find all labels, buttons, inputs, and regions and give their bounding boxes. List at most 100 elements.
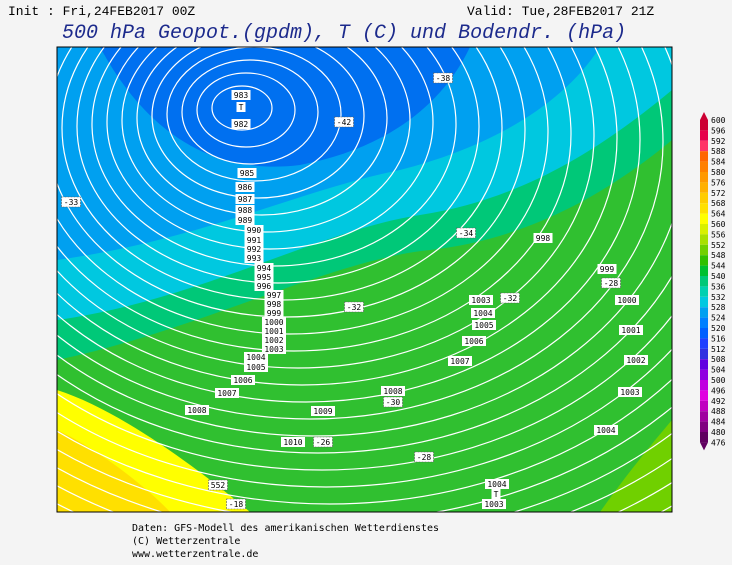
isoline <box>196 72 296 148</box>
field-yellow-dark <box>57 430 170 512</box>
colorbar-cap <box>700 112 708 120</box>
colorbar-label: 512 <box>711 345 726 354</box>
colorbar-segment <box>700 421 708 432</box>
isobar-label: 994 <box>257 264 272 273</box>
isobar-label: T <box>239 103 244 112</box>
label-box <box>597 264 617 274</box>
isobar-label: 1004 <box>473 309 492 318</box>
label-box <box>254 272 274 282</box>
field-blue <box>100 47 470 167</box>
isobar-label: 1000 <box>617 296 636 305</box>
isobar-label: 1001 <box>621 326 640 335</box>
colorbar-segment <box>700 244 708 256</box>
colorbar: 6005965925885845805765725685645605565525… <box>700 112 726 451</box>
label-box <box>235 194 255 204</box>
isobar-label: 982 <box>234 120 249 129</box>
colorbar-segment <box>700 359 708 370</box>
isobar-label: 1002 <box>264 336 283 345</box>
isobar-label: 1005 <box>246 363 265 372</box>
label-box <box>601 277 621 289</box>
colorbar-label: 596 <box>711 126 726 135</box>
label-box <box>381 386 405 396</box>
footer-line: (C) Wetterzentrale <box>132 536 240 547</box>
colorbar-segment <box>700 172 708 183</box>
label-box <box>231 375 255 385</box>
colorbar-segment <box>700 348 708 360</box>
isoline <box>166 47 342 182</box>
isobar-label: T <box>494 490 499 499</box>
label-box <box>231 119 251 129</box>
label-box <box>237 168 257 178</box>
colorbar-label: 480 <box>711 428 726 437</box>
colorbar-segment <box>700 255 708 266</box>
isobar-label: 995 <box>257 273 272 282</box>
temperature-label: -18 <box>229 500 244 509</box>
map-frame <box>56 46 673 513</box>
label-box <box>235 205 255 215</box>
colorbar-segment <box>700 286 708 297</box>
isobar-label: 1008 <box>187 406 206 415</box>
colorbar-label: 476 <box>711 438 726 447</box>
field-lime <box>600 420 672 512</box>
label-box <box>462 336 486 346</box>
colorbar-label: 572 <box>711 189 726 198</box>
temperature-label: -28 <box>417 453 432 462</box>
colorbar-segment <box>700 192 708 204</box>
temperature-label: -32 <box>347 303 362 312</box>
colorbar-segment <box>700 369 708 380</box>
colorbar-label: 584 <box>711 158 726 167</box>
isoline <box>57 47 595 369</box>
isobar-label: 988 <box>238 206 253 215</box>
isoline <box>151 47 365 199</box>
label-box <box>491 489 501 499</box>
label-box <box>61 196 81 208</box>
label-box <box>448 356 472 366</box>
colorbar-segment <box>700 276 708 287</box>
colorbar-label: 576 <box>711 178 726 187</box>
label-box <box>254 263 274 273</box>
isobar-label: 1003 <box>471 296 490 305</box>
colorbar-segment <box>700 296 708 308</box>
colorbar-label: 532 <box>711 293 726 302</box>
temperature-label: -28 <box>604 279 619 288</box>
colorbar-segment <box>700 203 708 214</box>
colorbar-label: 516 <box>711 334 726 343</box>
colorbar-segment <box>700 432 708 443</box>
isobar-label: 1009 <box>313 407 332 416</box>
label-box <box>264 299 284 309</box>
temperature-label: -42 <box>337 118 352 127</box>
isobar-label: 998 <box>536 234 551 243</box>
label-box <box>226 498 246 510</box>
valid-text: Valid: Tue,28FEB2017 21Z <box>467 4 654 19</box>
colorbar-label: 528 <box>711 303 726 312</box>
isobar-label: 1004 <box>487 480 506 489</box>
colorbar-segment <box>700 328 708 339</box>
isobar-label: 987 <box>238 195 253 204</box>
init-text: Init : Fri,24FEB2017 00Z <box>8 4 195 19</box>
isoline <box>57 378 672 505</box>
colorbar-segment <box>700 140 708 152</box>
isobar-label: 999 <box>267 309 282 318</box>
colorbar-label: 488 <box>711 407 726 416</box>
label-box <box>264 308 284 318</box>
temperature-label: -34 <box>459 229 474 238</box>
colorbar-segment <box>700 307 708 318</box>
label-box <box>262 344 286 354</box>
colorbar-segment <box>700 390 708 401</box>
isobar-label: 996 <box>257 282 272 291</box>
label-box <box>469 295 493 305</box>
colorbar-label: 504 <box>711 366 726 375</box>
isoline <box>106 47 434 250</box>
colorbar-label: 548 <box>711 251 726 260</box>
colorbar-segment <box>700 411 708 422</box>
isobar-label: 1007 <box>450 357 469 366</box>
colorbar-segment <box>700 213 708 224</box>
temperature-label: -26 <box>316 438 331 447</box>
isobar-label: 1002 <box>626 356 645 365</box>
temperature-label: -32 <box>503 294 518 303</box>
isobar-label: 1003 <box>484 500 503 509</box>
colorbar-cap <box>700 442 708 451</box>
colorbar-label: 580 <box>711 168 726 177</box>
